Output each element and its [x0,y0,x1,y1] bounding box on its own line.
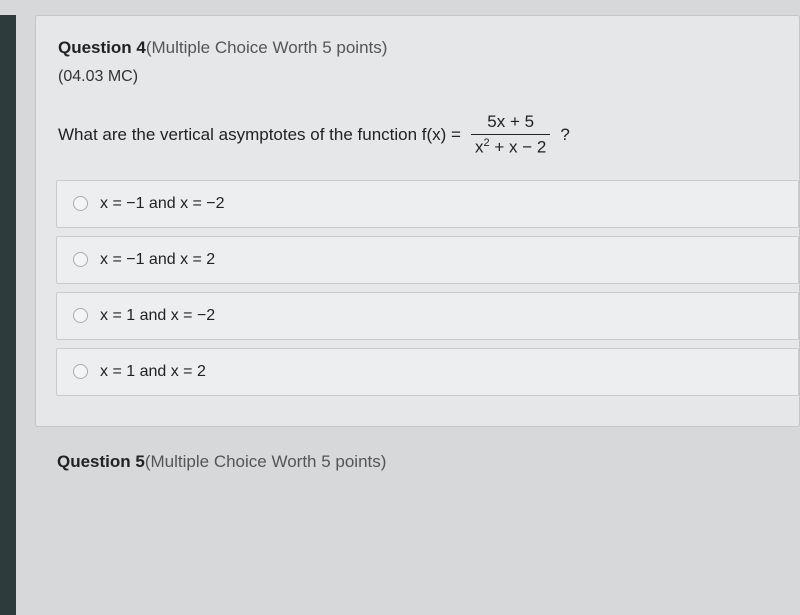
choice-b[interactable]: x = −1 and x = 2 [56,236,799,284]
question-number: Question 5 [57,452,145,471]
choice-text: x = −1 and x = −2 [100,195,225,213]
question-4-card: Question 4(Multiple Choice Worth 5 point… [35,15,800,427]
question-worth: (Multiple Choice Worth 5 points) [146,38,388,57]
choice-text: x = 1 and x = −2 [100,307,215,325]
choice-d[interactable]: x = 1 and x = 2 [56,348,799,396]
fraction: 5x + 5 x2 + x − 2 [471,112,550,158]
prompt-lead: What are the vertical asymptotes of the … [58,125,461,145]
choice-text: x = −1 and x = 2 [100,251,215,269]
question-number: Question 4 [58,38,146,57]
choice-a[interactable]: x = −1 and x = −2 [56,180,799,228]
radio-icon[interactable] [73,252,88,267]
fraction-numerator: 5x + 5 [483,112,538,134]
fraction-denominator: x2 + x − 2 [471,135,550,158]
choice-c[interactable]: x = 1 and x = −2 [56,292,799,340]
question-worth: (Multiple Choice Worth 5 points) [145,452,387,471]
radio-icon[interactable] [73,308,88,323]
question-prompt: What are the vertical asymptotes of the … [58,112,799,158]
radio-icon[interactable] [73,364,88,379]
question-5-header: Question 5(Multiple Choice Worth 5 point… [57,452,800,472]
radio-icon[interactable] [73,196,88,211]
quiz-viewport: Question 4(Multiple Choice Worth 5 point… [0,15,800,615]
prompt-tail: ? [560,125,569,145]
question-code: (04.03 MC) [58,68,799,86]
choice-text: x = 1 and x = 2 [100,363,206,381]
question-4-header: Question 4(Multiple Choice Worth 5 point… [58,38,799,58]
